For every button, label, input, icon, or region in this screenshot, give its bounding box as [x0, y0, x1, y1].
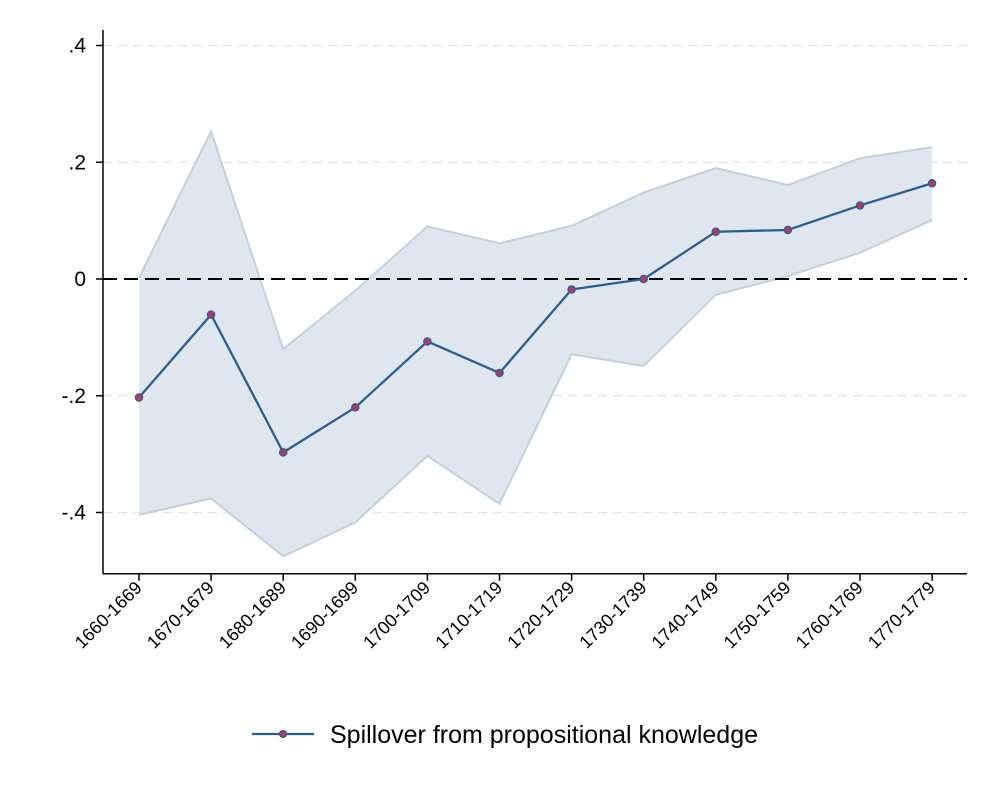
x-tick-label-1690-1699: 1690-1699 [287, 577, 362, 652]
x-tick-label-1670-1679: 1670-1679 [143, 577, 218, 652]
data-point-1730-1739 [639, 274, 648, 284]
data-point-1720-1729 [567, 285, 576, 294]
x-tick-labels: 1660-16691670-16791680-16891690-16991700… [71, 577, 939, 652]
x-tick-label-1720-1729: 1720-1729 [503, 577, 578, 652]
confidence-band-upper [138, 128, 933, 351]
series-line [138, 182, 933, 454]
x-tick-label-1680-1689: 1680-1689 [215, 577, 290, 652]
y-tick-label-4: .4 [68, 35, 86, 58]
data-point-1740-1749 [711, 227, 721, 236]
confidence-band [138, 128, 933, 558]
legend-marker-swatch [278, 729, 288, 739]
x-tick-label-1770-1779: 1770-1779 [864, 577, 939, 652]
axes [96, 30, 967, 581]
legend: Spillover from propositional knowledge [252, 721, 758, 749]
data-point-1710-1719 [495, 368, 504, 378]
y-tick-label-1: -.2 [61, 385, 86, 408]
series-markers [134, 179, 937, 457]
data-point-1750-1759 [783, 225, 793, 235]
data-point-1770-1779 [927, 179, 937, 188]
x-tick-label-1740-1749: 1740-1749 [648, 577, 723, 652]
data-point-1690-1699 [351, 403, 360, 412]
x-tick-label-1660-1669: 1660-1669 [71, 577, 146, 652]
y-tick-label-0: -.4 [61, 502, 86, 525]
x-tick-label-1700-1709: 1700-1709 [359, 577, 434, 652]
data-point-1660-1669 [134, 393, 144, 402]
y-tick-label-2: 0 [74, 268, 86, 291]
x-tick-label-1710-1719: 1710-1719 [431, 577, 506, 652]
data-point-1680-1689 [278, 448, 288, 457]
x-tick-label-1760-1769: 1760-1769 [792, 577, 867, 652]
y-tick-labels: -.4 -.2 0 .2 .4 [61, 35, 86, 525]
data-point-1760-1769 [855, 201, 865, 210]
data-point-1700-1709 [423, 337, 432, 346]
x-tick-label-1730-1739: 1730-1739 [576, 577, 651, 652]
confidence-band-area [139, 131, 933, 557]
legend-label: Spillover from propositional knowledge [330, 721, 758, 749]
series-line-path [138, 182, 933, 454]
data-point-1670-1679 [206, 310, 216, 319]
x-tick-label-1750-1759: 1750-1759 [720, 577, 795, 652]
confidence-band-lower [138, 219, 933, 558]
y-tick-label-3: .2 [68, 151, 86, 174]
